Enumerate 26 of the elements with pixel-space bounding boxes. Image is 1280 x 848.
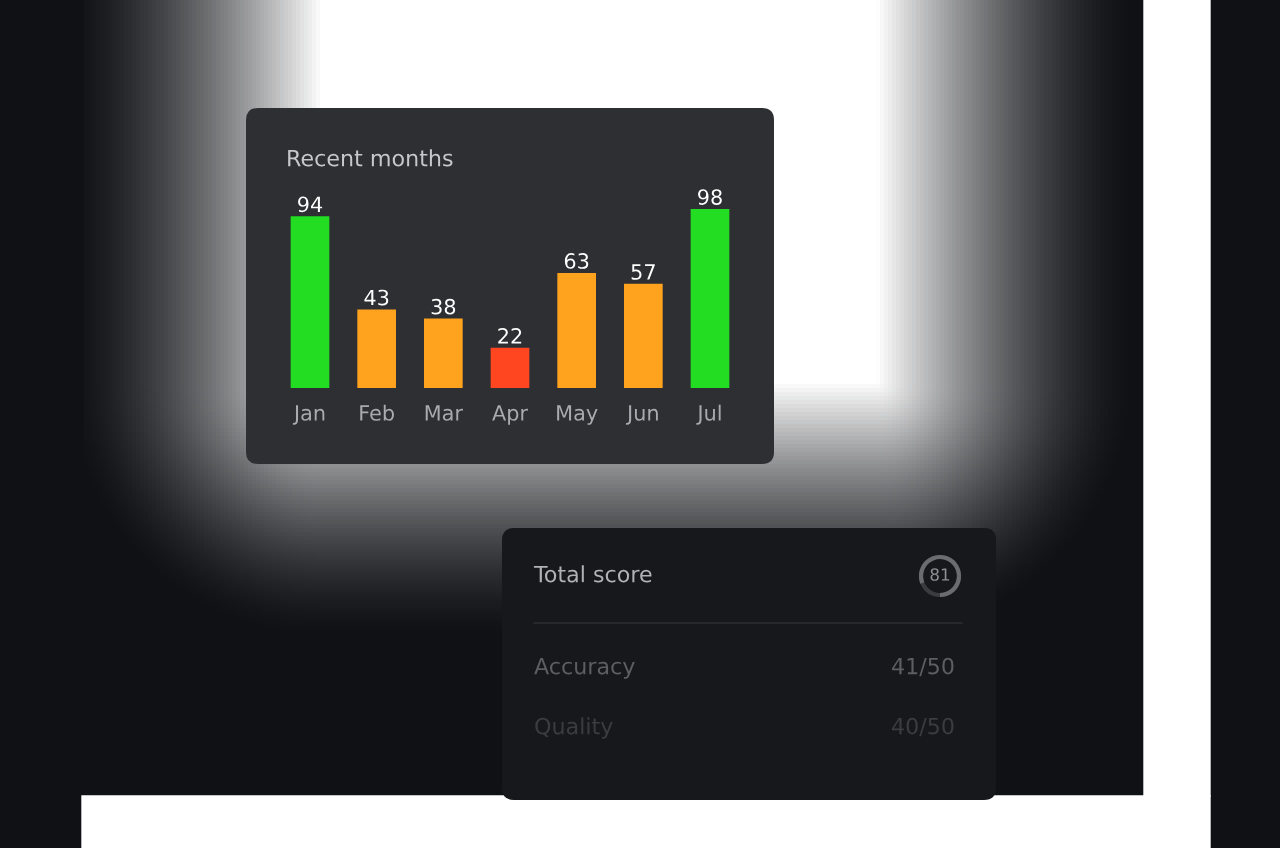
bar — [290, 216, 330, 388]
bar — [357, 309, 396, 388]
bar — [624, 283, 663, 388]
x-tick-label: May — [557, 405, 598, 425]
text: 81 — [930, 568, 950, 581]
x-tick-label: Mar — [425, 405, 463, 421]
x-tick-label: Feb — [360, 404, 394, 421]
data-label: 94 — [298, 196, 323, 213]
bar — [424, 318, 463, 388]
bar — [690, 208, 730, 388]
data-label: 57 — [631, 264, 655, 280]
x-tick-label: Jun — [625, 405, 658, 425]
text: 41/50 — [892, 657, 954, 677]
x-tick-label: Apr — [492, 405, 529, 425]
x-tick-label: Jan — [292, 405, 325, 425]
chart-title: Recent months — [288, 149, 453, 167]
bar — [490, 347, 530, 388]
data-label: 38 — [431, 298, 456, 315]
x-tick-label: Jul — [696, 404, 721, 425]
data-label: 98 — [698, 189, 722, 205]
text: Total score — [533, 565, 652, 583]
data-label: 43 — [364, 289, 389, 306]
bar — [557, 272, 596, 388]
data-label: 22 — [498, 328, 522, 344]
text: Accuracy — [534, 657, 635, 679]
data-label: 63 — [564, 253, 589, 269]
